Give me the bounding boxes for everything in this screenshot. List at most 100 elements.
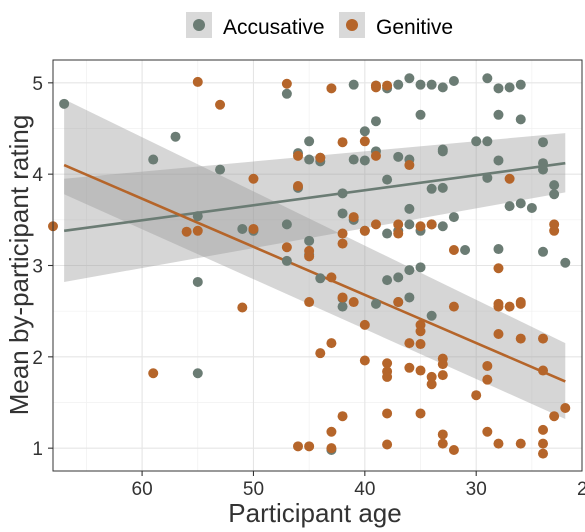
confidence-band-genitive bbox=[64, 99, 566, 419]
data-point-genitive bbox=[326, 272, 337, 283]
data-point-genitive bbox=[359, 225, 370, 236]
data-point-accusative bbox=[515, 198, 526, 209]
data-point-accusative bbox=[348, 79, 359, 90]
data-point-genitive bbox=[215, 99, 226, 110]
data-point-accusative bbox=[504, 201, 515, 212]
y-axis: 1 2 3 4 5 bbox=[32, 74, 53, 460]
data-point-genitive bbox=[404, 362, 415, 373]
data-point-genitive bbox=[248, 173, 259, 184]
data-point-genitive bbox=[504, 301, 515, 312]
data-point-genitive bbox=[359, 319, 370, 330]
data-point-accusative bbox=[170, 131, 181, 142]
data-point-genitive bbox=[493, 263, 504, 274]
data-point-accusative bbox=[404, 219, 415, 230]
data-point-genitive bbox=[281, 242, 292, 253]
data-point-genitive bbox=[192, 76, 203, 87]
data-point-accusative bbox=[448, 212, 459, 223]
data-point-accusative bbox=[482, 172, 493, 183]
x-tick-label: 30 bbox=[466, 479, 487, 500]
data-point-genitive bbox=[415, 365, 426, 376]
data-point-accusative bbox=[281, 255, 292, 266]
data-point-genitive bbox=[426, 219, 437, 230]
data-point-accusative bbox=[382, 275, 393, 286]
data-point-accusative bbox=[515, 114, 526, 125]
confidence-band-accusative bbox=[64, 133, 566, 282]
y-tick-label: 5 bbox=[32, 74, 43, 95]
data-point-accusative bbox=[404, 203, 415, 214]
y-tick-label: 1 bbox=[32, 439, 43, 460]
data-point-accusative bbox=[426, 183, 437, 194]
data-point-genitive bbox=[293, 150, 304, 161]
data-point-accusative bbox=[404, 265, 415, 276]
data-point-genitive bbox=[393, 297, 404, 308]
data-point-genitive bbox=[359, 355, 370, 366]
x-tick-label: 40 bbox=[354, 479, 375, 500]
data-point-accusative bbox=[471, 136, 482, 147]
data-point-accusative bbox=[493, 155, 504, 166]
data-point-genitive bbox=[404, 338, 415, 349]
data-point-genitive bbox=[515, 438, 526, 449]
data-point-genitive bbox=[482, 426, 493, 437]
data-point-accusative bbox=[549, 180, 560, 191]
data-point-accusative bbox=[337, 188, 348, 199]
data-point-accusative bbox=[493, 244, 504, 255]
data-point-genitive bbox=[148, 368, 159, 379]
data-point-genitive bbox=[415, 408, 426, 419]
data-point-accusative bbox=[192, 211, 203, 222]
data-point-genitive bbox=[393, 228, 404, 239]
data-point-accusative bbox=[504, 82, 515, 93]
data-point-genitive bbox=[326, 338, 337, 349]
data-point-accusative bbox=[437, 221, 448, 232]
data-point-genitive bbox=[415, 326, 426, 337]
data-point-genitive bbox=[482, 360, 493, 371]
data-point-genitive bbox=[181, 226, 192, 237]
data-point-genitive bbox=[538, 333, 549, 344]
data-point-accusative bbox=[415, 79, 426, 90]
data-point-accusative bbox=[437, 82, 448, 93]
data-point-accusative bbox=[526, 202, 537, 213]
data-point-genitive bbox=[382, 371, 393, 382]
data-point-genitive bbox=[382, 408, 393, 419]
data-point-genitive bbox=[304, 441, 315, 452]
data-point-genitive bbox=[293, 441, 304, 452]
data-point-genitive bbox=[192, 225, 203, 236]
data-point-accusative bbox=[281, 88, 292, 99]
data-point-accusative bbox=[304, 235, 315, 246]
data-point-accusative bbox=[359, 126, 370, 137]
data-point-accusative bbox=[192, 368, 203, 379]
data-point-accusative bbox=[348, 154, 359, 165]
data-point-accusative bbox=[560, 257, 571, 268]
data-point-genitive bbox=[370, 150, 381, 161]
data-point-genitive bbox=[304, 251, 315, 262]
data-point-genitive bbox=[437, 370, 448, 381]
data-point-accusative bbox=[415, 262, 426, 273]
data-point-genitive bbox=[471, 390, 482, 401]
y-tick-label: 4 bbox=[32, 165, 43, 186]
data-point-genitive bbox=[448, 244, 459, 255]
data-point-genitive bbox=[437, 438, 448, 449]
data-point-genitive bbox=[448, 301, 459, 312]
trend-lines bbox=[63, 161, 566, 383]
data-point-genitive bbox=[538, 438, 549, 449]
data-point-genitive bbox=[404, 160, 415, 171]
data-point-genitive bbox=[426, 379, 437, 390]
data-point-genitive bbox=[359, 136, 370, 147]
data-point-genitive bbox=[348, 212, 359, 223]
data-point-genitive bbox=[337, 411, 348, 422]
data-point-genitive bbox=[315, 152, 326, 163]
data-point-genitive bbox=[337, 137, 348, 148]
data-point-genitive bbox=[504, 173, 515, 184]
data-point-accusative bbox=[304, 154, 315, 165]
confidence-bands bbox=[64, 99, 566, 419]
data-point-accusative bbox=[393, 151, 404, 162]
data-point-genitive bbox=[281, 78, 292, 89]
data-point-genitive bbox=[304, 297, 315, 308]
data-point-genitive bbox=[293, 181, 304, 192]
legend-key-accusative bbox=[193, 19, 205, 31]
data-point-accusative bbox=[493, 83, 504, 94]
data-point-genitive bbox=[515, 333, 526, 344]
data-point-accusative bbox=[482, 73, 493, 84]
data-point-accusative bbox=[215, 164, 226, 175]
data-point-genitive bbox=[538, 365, 549, 376]
